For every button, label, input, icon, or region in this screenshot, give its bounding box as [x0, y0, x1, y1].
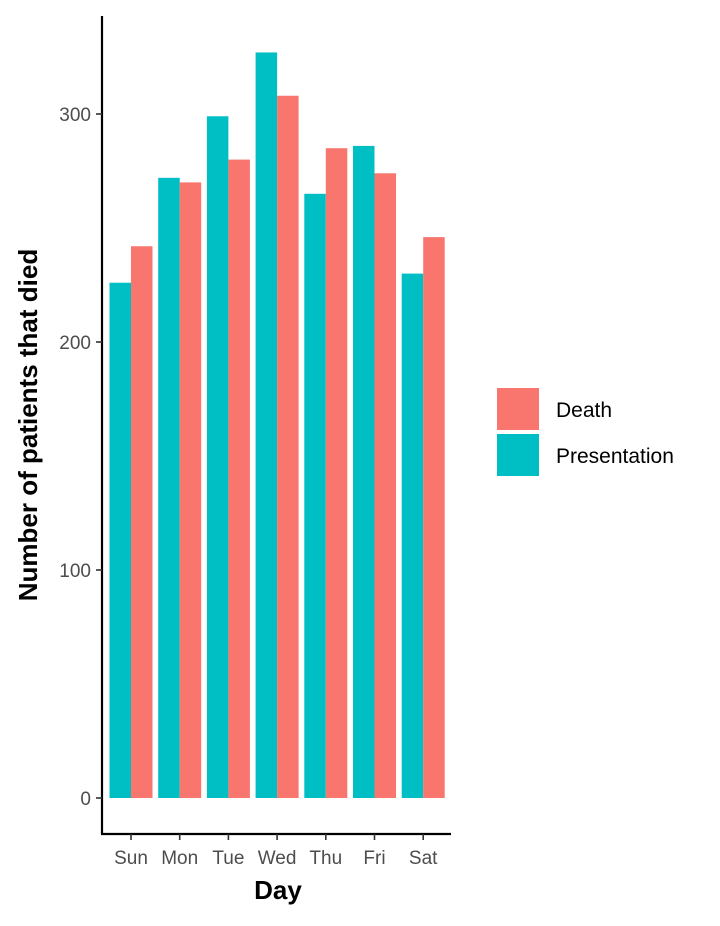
y-tick-label: 100	[59, 561, 91, 582]
legend-key-death	[497, 388, 539, 430]
bar-death-wed	[277, 95, 299, 798]
bar-death-fri	[374, 173, 396, 798]
bar-presentation-fri	[353, 145, 375, 799]
x-tick-label-thu: Thu	[309, 848, 342, 869]
x-tick-label-sun: Sun	[114, 848, 148, 869]
x-axis-title: Day	[254, 875, 302, 905]
bars-layer	[109, 52, 445, 799]
x-tick-label-mon: Mon	[161, 848, 198, 869]
bar-presentation-thu	[304, 193, 326, 799]
bar-presentation-mon	[158, 177, 180, 799]
y-tick-label: 0	[80, 789, 91, 810]
y-tick-label: 300	[59, 105, 91, 126]
bar-presentation-sun	[109, 282, 131, 799]
bar-death-sat	[423, 237, 445, 798]
bar-death-tue	[228, 159, 250, 799]
legend-key-presentation	[497, 434, 539, 476]
bar-presentation-tue	[206, 116, 229, 798]
x-tick-label-sat: Sat	[409, 848, 438, 869]
axes-layer	[100, 16, 451, 836]
x-tick-label-wed: Wed	[258, 848, 297, 869]
bar-presentation-sat	[401, 273, 424, 799]
y-ticks: 0 100 200 300	[59, 105, 102, 810]
legend-label-presentation: Presentation	[556, 445, 674, 468]
bar-death-sun	[131, 246, 153, 799]
legend-label-death: Death	[556, 399, 612, 422]
y-axis-title: Number of patients that died	[13, 249, 43, 601]
bar-presentation-wed	[255, 52, 278, 798]
y-tick-label: 200	[59, 333, 91, 354]
bar-death-thu	[325, 148, 348, 798]
bar-death-mon	[179, 182, 202, 798]
x-tick-label-tue: Tue	[212, 848, 244, 869]
x-ticks: Sun Mon Tue Wed Thu Fri Sat	[114, 834, 438, 869]
legend: Death Presentation	[497, 388, 674, 476]
x-tick-label-fri: Fri	[363, 848, 385, 869]
